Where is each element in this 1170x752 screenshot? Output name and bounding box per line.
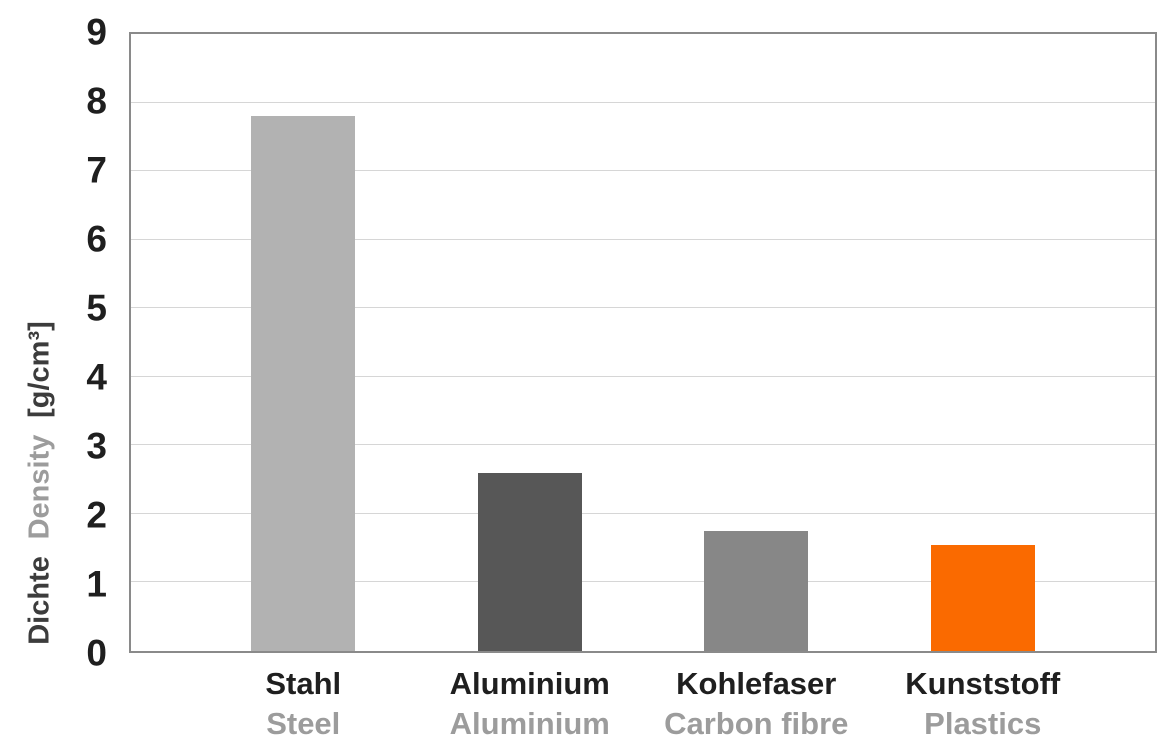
category-label-english: Aluminium	[449, 706, 610, 741]
y-tick-label: 3	[86, 425, 107, 467]
bar-kohlefaser	[704, 531, 809, 651]
y-tick-label: 0	[86, 632, 107, 674]
y-axis-tick-labels: 0 1 2 3 4 5 6 7 8 9	[0, 14, 118, 672]
category-label-english: Steel	[266, 706, 341, 741]
y-tick-label: 4	[86, 356, 107, 398]
gridline	[131, 375, 1155, 377]
x-label-aluminium: Aluminium Aluminium	[450, 664, 610, 744]
category-label-german: Aluminium	[449, 666, 610, 701]
bar-kunststoff	[930, 544, 1035, 651]
y-tick-label: 5	[86, 287, 107, 329]
category-label-german: Kunststoff	[905, 666, 1061, 701]
y-tick-label: 7	[86, 149, 107, 191]
gridline	[131, 307, 1155, 309]
x-axis-labels: Stahl Steel Aluminium Aluminium Kohlefaser Ca…	[131, 664, 1155, 752]
gridline	[131, 238, 1155, 240]
category-label-german: Stahl	[265, 666, 342, 701]
y-tick-label: 6	[86, 218, 107, 260]
gridline	[131, 444, 1155, 446]
bar-aluminium	[477, 472, 582, 651]
x-label-stahl: Stahl Steel	[265, 664, 341, 744]
category-label-english: Plastics	[924, 706, 1042, 741]
x-label-kunststoff: Kunststoff Plastics	[905, 664, 1060, 744]
category-label-german: Kohlefaser	[676, 666, 837, 701]
y-tick-label: 1	[86, 563, 107, 605]
gridline	[131, 101, 1155, 103]
category-label-english: Carbon fibre	[664, 706, 849, 741]
gridline	[131, 512, 1155, 514]
bar-stahl	[251, 116, 356, 651]
y-tick-label: 9	[86, 11, 107, 53]
gridline	[131, 581, 1155, 583]
gridline	[131, 170, 1155, 172]
y-tick-label: 8	[86, 80, 107, 122]
plot-area	[129, 32, 1157, 653]
y-tick-label: 2	[86, 494, 107, 536]
x-label-kohlefaser: Kohlefaser Carbon fibre	[664, 664, 848, 744]
